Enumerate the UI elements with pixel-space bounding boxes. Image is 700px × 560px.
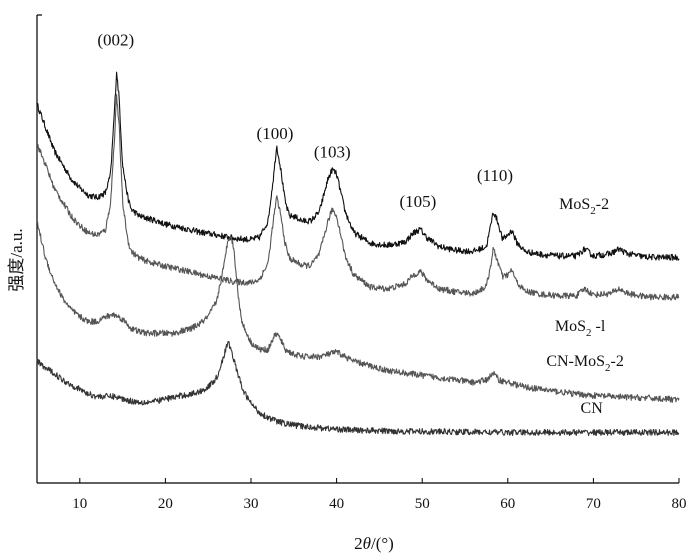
peak-labels: (002) (100) (103) (105) (110) — [97, 30, 513, 210]
peak-label: (110) — [477, 166, 513, 185]
x-axis-title: 2θ/(°) — [354, 534, 394, 553]
peak-label: (002) — [97, 30, 134, 49]
x-axis-title-theta: θ — [363, 534, 371, 553]
series-label: CN-MoS2-2 — [546, 353, 624, 374]
y-axis-title: 强度/a.u. — [7, 228, 26, 291]
series-label-main: CN-MoS — [546, 353, 605, 370]
peak-label: (105) — [400, 192, 437, 211]
x-axis-title-suffix: /(°) — [371, 534, 394, 553]
x-axis-title-prefix: 2 — [354, 534, 363, 553]
peak-label: (100) — [257, 124, 294, 143]
series-group — [36, 71, 680, 437]
series-label-main: MoS — [559, 196, 590, 213]
x-tick-label: 40 — [329, 496, 344, 512]
series-label-subscript: 2 — [605, 362, 611, 374]
series-label: MoS2 -l — [555, 318, 606, 339]
series-label: CN — [581, 400, 604, 417]
peak-label: (103) — [314, 143, 351, 162]
x-tick-label: 10 — [72, 496, 87, 512]
series-line-0 — [36, 71, 680, 261]
x-tick-label: 80 — [672, 496, 687, 512]
series-line-1 — [36, 94, 680, 301]
series-label-tail: -l — [592, 318, 606, 335]
series-label-main: MoS — [555, 318, 586, 335]
series-label-tail: -2 — [611, 353, 624, 370]
chart-axes: 10 20 30 40 50 60 70 80 — [36, 14, 687, 512]
series-label-tail: -2 — [596, 196, 609, 213]
series-line-2 — [36, 220, 680, 403]
x-tick-label: 60 — [500, 496, 515, 512]
series-label: MoS2-2 — [559, 196, 609, 217]
series-label-subscript: 2 — [586, 327, 592, 339]
x-tick-label: 30 — [244, 496, 259, 512]
series-label-main: CN — [581, 400, 604, 417]
x-tick-label: 50 — [415, 496, 430, 512]
series-line-3 — [36, 340, 680, 437]
x-tick-label: 20 — [158, 496, 173, 512]
x-tick-label: 70 — [586, 496, 601, 512]
series-label-subscript: 2 — [590, 205, 596, 217]
